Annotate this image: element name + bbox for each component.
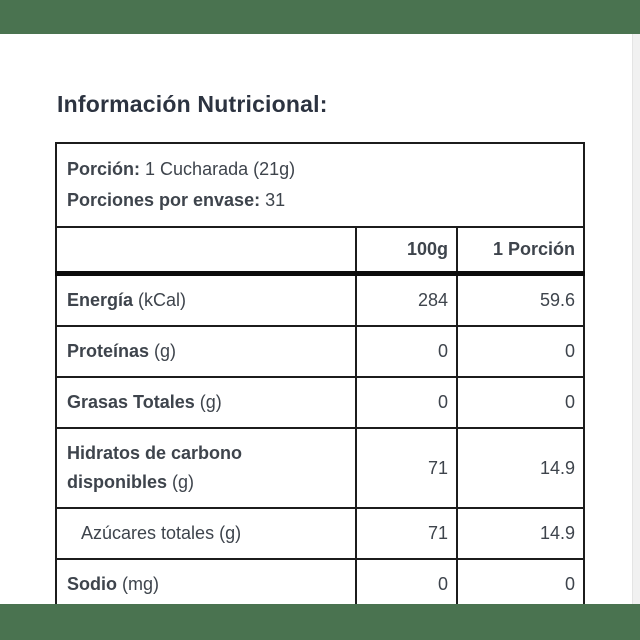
nutrient-unit: (g) <box>219 523 242 543</box>
bottom-green-banner <box>0 604 640 640</box>
table-row-hidratos: Hidratos de carbono disponibles (g) 71 1… <box>55 427 586 509</box>
column-header-empty <box>55 226 357 276</box>
nutrient-unit: (g) <box>172 472 195 492</box>
value-per-portion: 0 <box>455 558 586 611</box>
top-green-banner <box>0 0 640 34</box>
table-row-grasas: Grasas Totales (g) 0 0 <box>55 376 586 429</box>
serving-size-label: Porción: <box>67 159 141 179</box>
nutrient-name: Hidratos de carbono disponibles <box>67 443 243 492</box>
value-per-100g: 0 <box>355 558 458 611</box>
value-per-portion: 14.9 <box>455 507 586 560</box>
serving-size-line: Porción: 1 Cucharada (21g) <box>67 154 575 185</box>
value-per-100g: 71 <box>355 507 458 560</box>
value-per-portion: 14.9 <box>455 427 586 509</box>
nutrient-unit: (g) <box>199 392 222 412</box>
serving-info-cell: Porción: 1 Cucharada (21g) Porciones por… <box>54 142 586 228</box>
serving-info-row: Porción: 1 Cucharada (21g) Porciones por… <box>54 142 586 228</box>
servings-per-container-line: Porciones por envase: 31 <box>67 185 575 216</box>
nutrient-name: Sodio <box>67 574 117 594</box>
nutrient-unit: (g) <box>154 341 177 361</box>
table-row-sodio: Sodio (mg) 0 0 <box>55 558 586 611</box>
nutrient-name: Energía <box>67 290 134 310</box>
value-per-100g: 284 <box>355 272 458 327</box>
nutrient-name: Grasas Totales <box>67 392 195 412</box>
value-per-portion: 59.6 <box>455 272 586 327</box>
nutrient-unit: (kCal) <box>138 290 187 310</box>
scrollbar-track[interactable] <box>632 34 640 604</box>
servings-per-container-label: Porciones por envase: <box>67 190 261 210</box>
serving-size-value: 1 Cucharada (21g) <box>145 159 296 179</box>
value-per-100g: 71 <box>355 427 458 509</box>
page-title: Información Nutricional: <box>57 91 328 118</box>
table-row-energia: Energía (kCal) 284 59.6 <box>55 272 586 327</box>
nutrient-name: Proteínas <box>67 341 150 361</box>
value-per-100g: 0 <box>355 325 458 378</box>
nutrition-facts-table: Porción: 1 Cucharada (21g) Porciones por… <box>54 142 586 611</box>
value-per-portion: 0 <box>455 325 586 378</box>
column-header-100g: 100g <box>355 226 458 276</box>
column-header-row: 100g 1 Porción <box>55 226 586 276</box>
nutrient-unit: (mg) <box>122 574 160 594</box>
nutrient-name: Azúcares totales <box>81 523 215 543</box>
servings-per-container-value: 31 <box>265 190 286 210</box>
column-header-portion: 1 Porción <box>455 226 586 276</box>
table-row-proteinas: Proteínas (g) 0 0 <box>55 325 586 378</box>
table-row-azucares: Azúcares totales (g) 71 14.9 <box>55 507 586 560</box>
value-per-portion: 0 <box>455 376 586 429</box>
value-per-100g: 0 <box>355 376 458 429</box>
